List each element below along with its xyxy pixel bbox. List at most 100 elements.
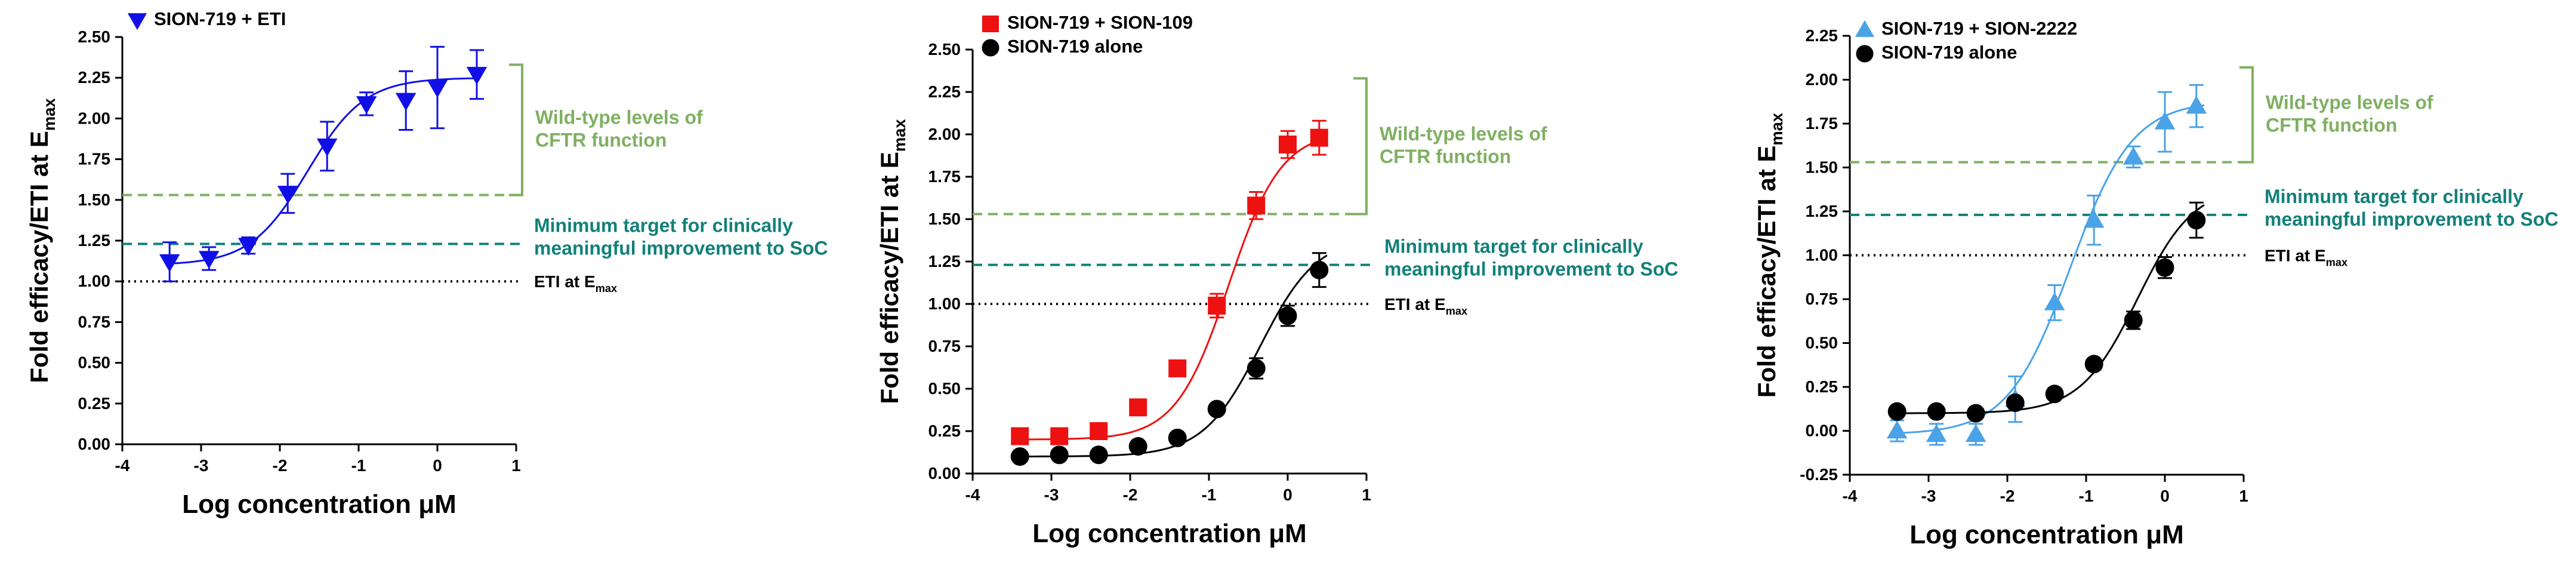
y-tick-label: 2.50 [78, 27, 111, 46]
data-point [1966, 404, 1985, 423]
y-tick-label: 1.00 [78, 272, 111, 290]
clinical-target-annotation: meaningful improvement to SoC [1384, 259, 1678, 280]
series-triangle-down [159, 45, 488, 282]
data-point [395, 93, 417, 111]
wildtype-bracket [509, 63, 523, 196]
y-tick-label: 0.50 [78, 353, 111, 372]
data-point [1247, 359, 1266, 378]
data-point [1011, 427, 1029, 445]
clinical-target-annotation: Minimum target for clinically [534, 214, 793, 236]
y-tick-label: 0.25 [1806, 377, 1838, 396]
data-point [1207, 399, 1226, 419]
y-tick-label: 0.00 [78, 435, 111, 453]
data-point [1129, 398, 1147, 417]
y-tick-label: 0.00 [1806, 422, 1838, 440]
y-tick-label: 1.75 [1806, 114, 1838, 133]
data-point [1927, 402, 1946, 421]
y-tick-label: 1.50 [928, 210, 961, 228]
data-point [2006, 393, 2025, 412]
fit-curve [1897, 104, 2205, 434]
data-point [2083, 210, 2105, 228]
y-axis-label: Fold efficacy/ETI at Emax [1753, 113, 1786, 398]
data-point [1089, 445, 1108, 465]
y-tick-label: 1.00 [1806, 246, 1838, 265]
x-tick-label: -4 [965, 485, 980, 504]
data-point [2044, 292, 2065, 311]
data-point [2154, 111, 2176, 130]
data-point [1278, 306, 1297, 325]
data-point [1965, 424, 1986, 442]
y-axis-label: Fold efficacy/ETI at Emax [875, 119, 909, 404]
legend-label: SION-719 alone [1881, 42, 2017, 63]
y-tick-label: 2.00 [78, 109, 111, 127]
data-point [198, 251, 220, 269]
wildtype-annotation: Wild-type levels of [2266, 91, 2433, 113]
y-tick-label: 1.25 [928, 252, 961, 270]
data-point [2122, 146, 2144, 165]
data-point [159, 254, 180, 272]
x-tick-label: -3 [1044, 485, 1059, 504]
eti-emax-annotation: ETI at Emax [2265, 247, 2347, 269]
data-point [466, 66, 488, 85]
legend-marker [1855, 20, 1875, 37]
data-point [277, 186, 298, 204]
data-point [1310, 260, 1329, 279]
legend-marker [982, 39, 999, 57]
y-tick-label: 0.75 [928, 337, 961, 355]
x-axis-label: Log concentration μM [1032, 519, 1307, 548]
x-tick-label: 1 [511, 456, 521, 475]
x-tick-label: -1 [2079, 487, 2094, 505]
data-point [2186, 96, 2207, 114]
y-tick-label: 0.50 [1806, 334, 1838, 352]
eti-emax-annotation: ETI at Emax [1384, 295, 1467, 317]
y-tick-label: 1.50 [1806, 158, 1838, 177]
data-point [1168, 428, 1187, 447]
data-point [2155, 258, 2174, 277]
x-tick-label: 0 [1283, 485, 1292, 504]
series-circle [1010, 252, 1329, 466]
data-point [1208, 296, 1226, 315]
data-point [1010, 447, 1029, 466]
chart-panel-sion-109: 0.00 0.25 0.50 0.75 1.00 1.25 1.50 1.75 2.00 2.25… [875, 12, 1678, 548]
data-point [1050, 427, 1069, 445]
data-point [1886, 420, 1908, 439]
y-tick-label: 0.75 [1806, 290, 1838, 308]
y-tick-label: 2.00 [928, 125, 961, 143]
y-tick-label: 0.75 [78, 312, 111, 331]
data-point [1310, 128, 1328, 147]
eti-emax-annotation: ETI at Emax [534, 272, 617, 294]
data-point [1926, 424, 1947, 442]
data-point [1168, 359, 1187, 377]
y-tick-label: 2.25 [1806, 26, 1838, 45]
y-tick-label: 2.25 [928, 82, 961, 101]
x-tick-label: -4 [1843, 487, 1858, 505]
y-tick-label: 0.00 [928, 464, 961, 482]
x-tick-label: -2 [1123, 485, 1138, 504]
legend-marker [127, 13, 147, 30]
data-point [316, 139, 338, 157]
x-axis-label: Log concentration μM [1909, 520, 2184, 549]
data-point [427, 79, 448, 98]
x-tick-label: -3 [194, 456, 209, 475]
legend-marker [1856, 45, 1874, 63]
y-tick-label: 2.25 [78, 68, 111, 87]
data-point [2045, 385, 2064, 404]
y-tick-label: 1.75 [928, 167, 961, 186]
data-point [2187, 211, 2206, 230]
fit-curve [1020, 137, 1328, 441]
x-tick-label: 0 [2160, 487, 2170, 505]
data-point [356, 96, 377, 115]
data-point [1090, 422, 1108, 440]
clinical-target-annotation: meaningful improvement to SoC [2265, 208, 2558, 230]
legend-marker [982, 16, 999, 32]
x-axis-label: Log concentration μM [182, 490, 456, 519]
x-tick-label: -4 [115, 456, 130, 475]
x-tick-label: -2 [2000, 487, 2015, 505]
clinical-target-annotation: meaningful improvement to SoC [534, 237, 828, 259]
data-point [1128, 437, 1147, 456]
y-tick-label: 0.25 [928, 422, 961, 440]
legend-label: SION-719 alone [1007, 36, 1143, 57]
x-tick-label: -1 [351, 456, 366, 475]
x-tick-label: -3 [1921, 487, 1936, 505]
